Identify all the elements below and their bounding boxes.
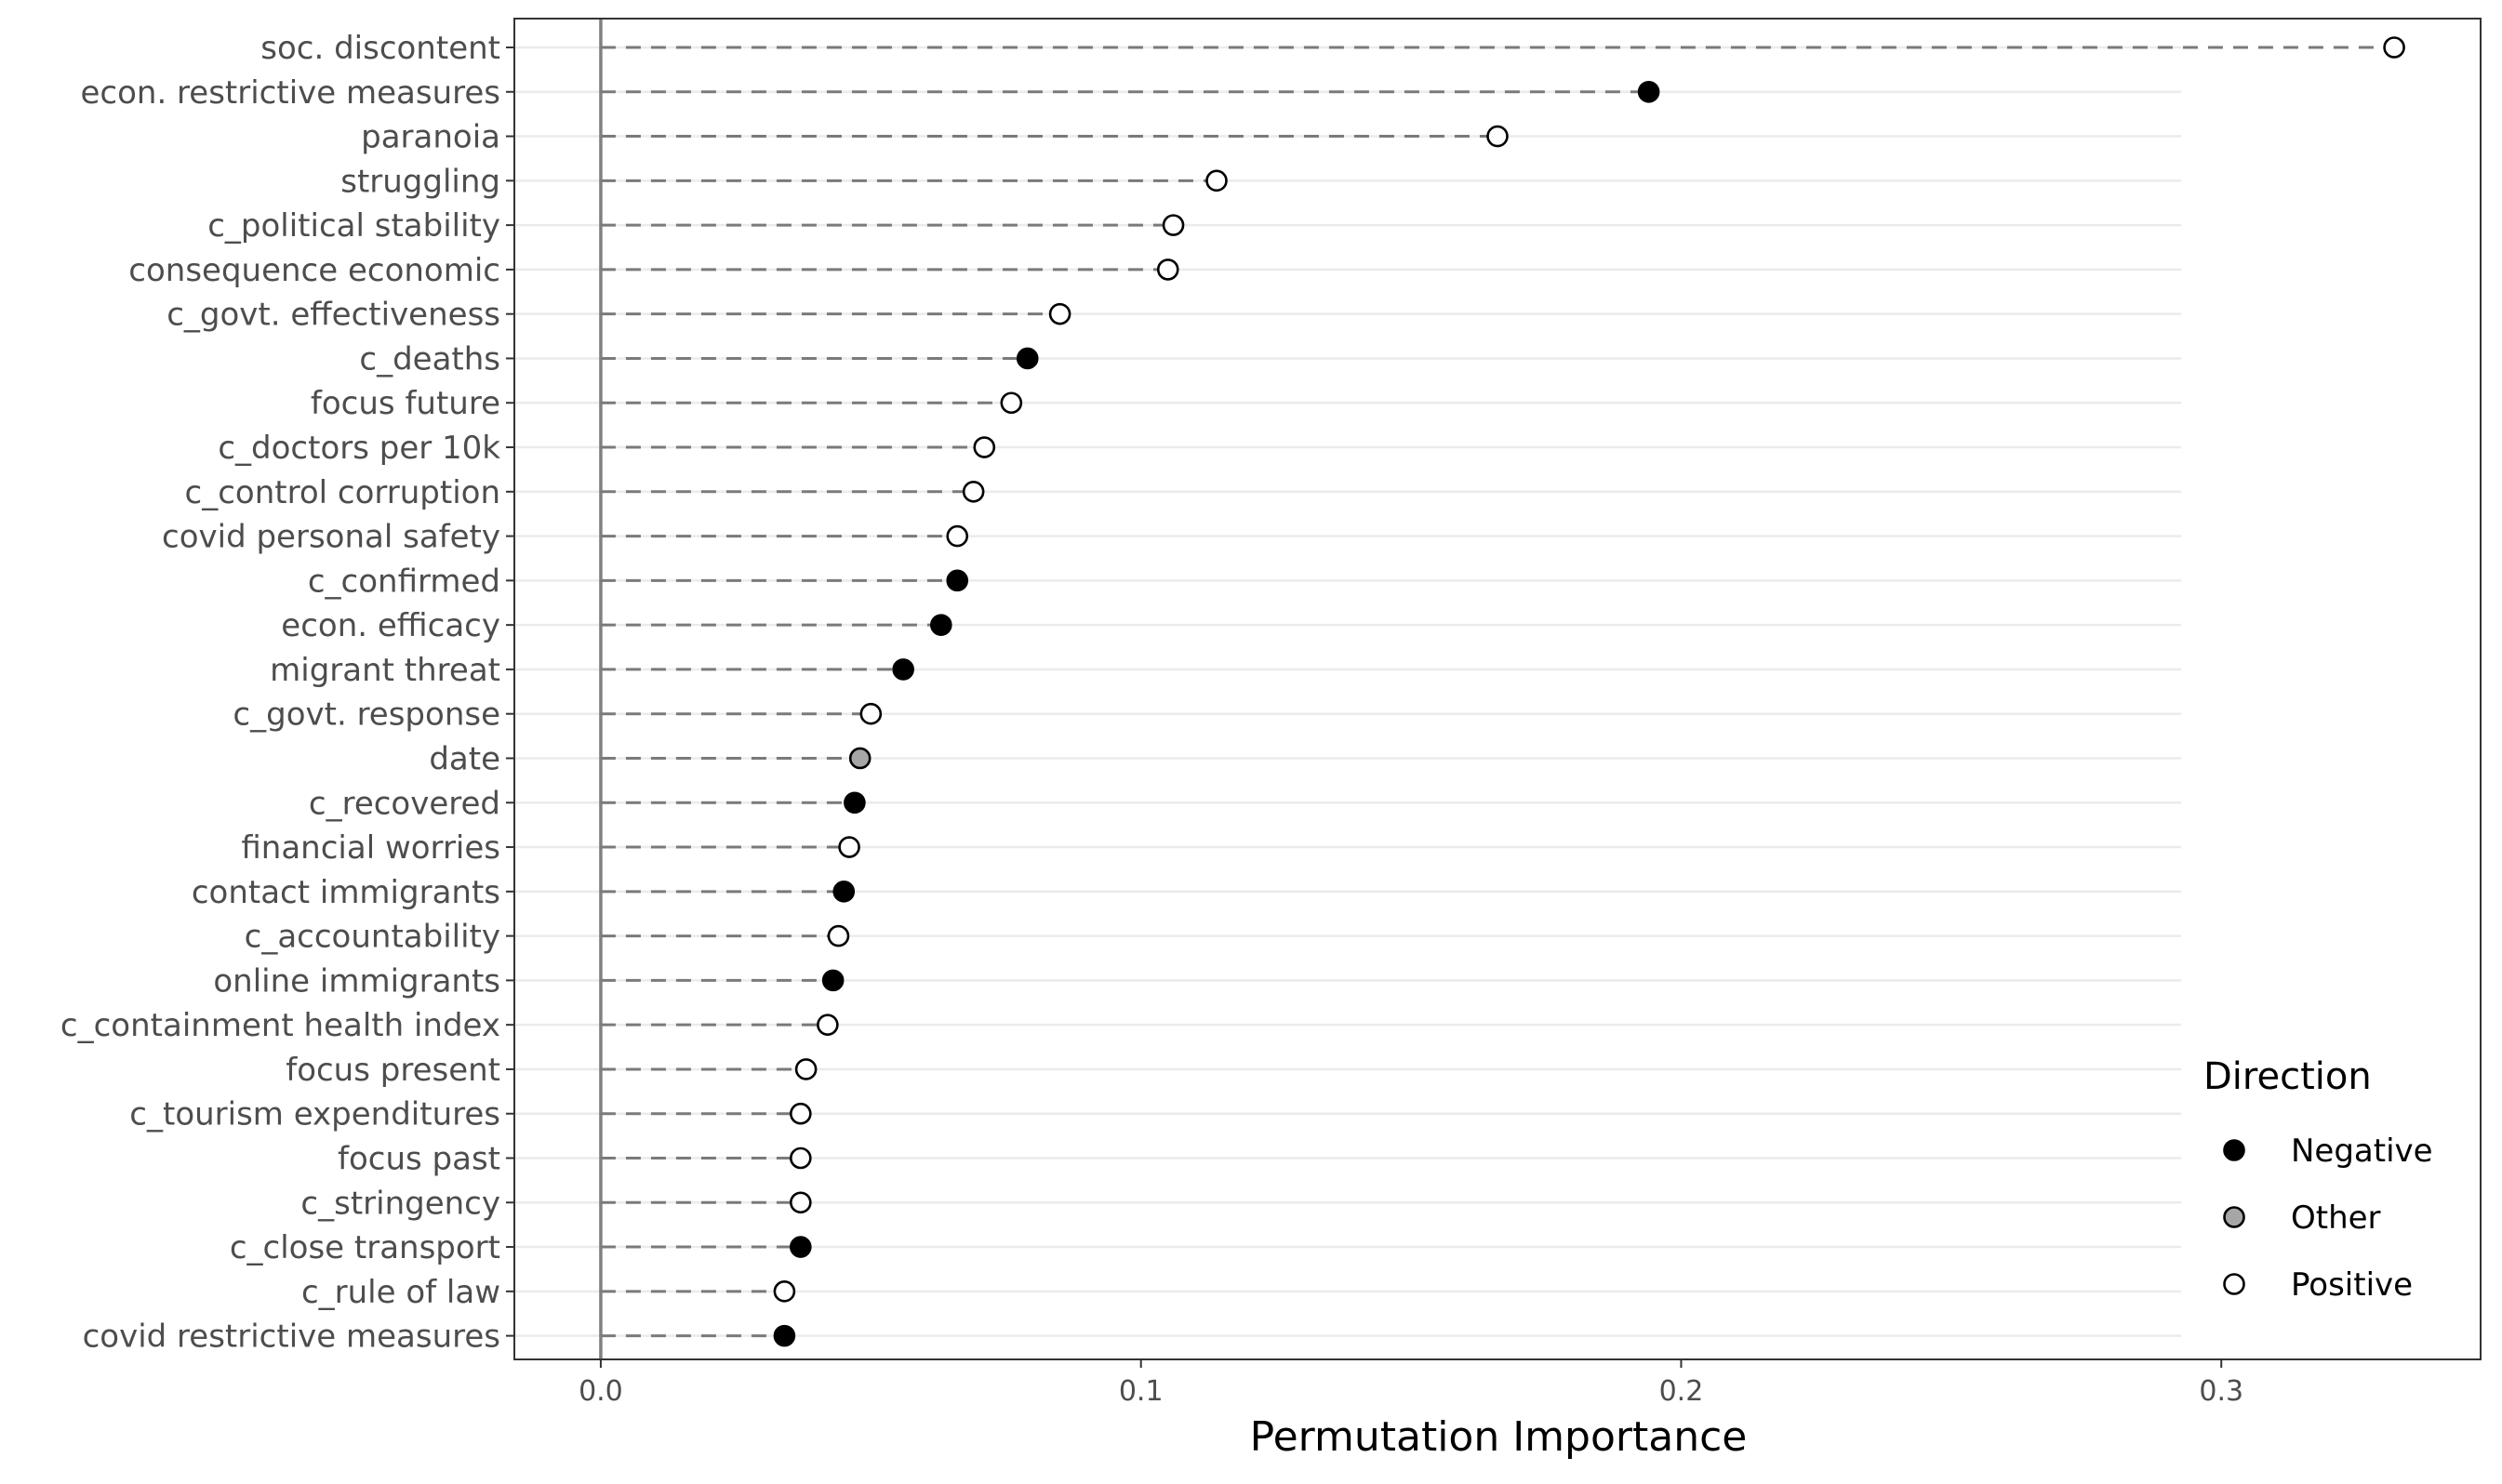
data-point — [817, 1014, 839, 1036]
y-tick-label: c_stringency — [300, 1185, 500, 1222]
grid-lines — [514, 46, 2181, 1337]
y-tick-label: soc. discontent — [260, 30, 500, 67]
data-point — [790, 1191, 812, 1214]
x-axis-ticks: 0.0 0.1 0.2 0.3 — [579, 1359, 2243, 1408]
data-point — [821, 969, 845, 992]
data-point — [832, 881, 856, 903]
legend-key — [2223, 1206, 2245, 1228]
data-point — [1637, 80, 1660, 103]
data-point — [1000, 391, 1023, 415]
data-point — [2383, 36, 2405, 59]
lollipop-stems — [600, 46, 2395, 1338]
x-tick-label: 0.3 — [2199, 1375, 2243, 1408]
data-point — [946, 524, 969, 548]
data-point — [790, 1146, 812, 1170]
legend: Direction Negative Other Positive — [2203, 1055, 2433, 1304]
data-point — [1486, 125, 1509, 148]
y-tick-label: financial worries — [241, 829, 500, 867]
data-point — [1156, 258, 1179, 281]
data-point — [1016, 347, 1039, 370]
data-point — [962, 480, 985, 503]
data-points — [773, 36, 2405, 1347]
y-tick-label: paranoia — [361, 119, 500, 156]
data-point — [844, 791, 866, 815]
y-tick-label: c_rule of law — [301, 1274, 500, 1311]
data-point — [930, 614, 952, 636]
y-tick-label: focus present — [286, 1052, 500, 1089]
y-tick-label: econ. efficacy — [281, 607, 500, 644]
legend-key — [2223, 1139, 2245, 1161]
y-tick-label: date — [429, 740, 500, 777]
data-point — [973, 436, 996, 458]
y-tick-label: contact immigrants — [192, 874, 500, 911]
data-point — [794, 1058, 818, 1080]
panel-border — [513, 18, 2482, 1360]
data-point — [1205, 169, 1228, 192]
legend-title: Direction — [2203, 1055, 2372, 1098]
data-point — [1162, 214, 1185, 236]
data-point — [1048, 302, 1071, 325]
data-point — [859, 702, 883, 725]
y-tick-label: online immigrants — [213, 962, 500, 1000]
legend-label: Other — [2291, 1199, 2381, 1237]
y-tick-label: c_tourism expenditures — [129, 1096, 500, 1133]
y-tick-label: focus past — [338, 1141, 500, 1178]
data-point — [790, 1236, 812, 1258]
y-tick-label: c_confirmed — [308, 563, 500, 600]
x-tick-label: 0.2 — [1659, 1375, 1704, 1408]
y-tick-label: c_containment health index — [60, 1007, 500, 1044]
data-point — [790, 1102, 812, 1125]
y-tick-label: econ. restrictive measures — [80, 74, 500, 112]
data-point — [848, 747, 872, 770]
x-tick-label: 0.1 — [1119, 1375, 1164, 1408]
data-point — [892, 658, 914, 681]
y-tick-label: c_close transport — [230, 1229, 500, 1266]
data-point — [773, 1280, 796, 1303]
x-axis-title: Permutation Importance — [1250, 1413, 1748, 1461]
y-tick-label: c_control corruption — [185, 474, 500, 511]
y-axis-ticks: soc. discontent econ. restrictive measure… — [60, 30, 514, 1356]
y-tick-label: struggling — [340, 163, 500, 200]
legend-label: Negative — [2291, 1133, 2433, 1170]
y-tick-label: c_deaths — [359, 340, 500, 378]
data-point — [946, 569, 969, 592]
y-tick-label: migrant threat — [270, 652, 500, 689]
data-point — [827, 924, 850, 947]
y-tick-label: c_political stability — [207, 207, 500, 245]
data-point — [773, 1324, 796, 1347]
y-tick-label: consequence economic — [128, 252, 500, 289]
y-tick-label: c_recovered — [309, 785, 500, 822]
y-tick-label: c_doctors per 10k — [218, 430, 500, 467]
legend-label: Positive — [2291, 1266, 2413, 1304]
y-tick-label: c_govt. response — [233, 696, 500, 734]
y-tick-label: covid restrictive measures — [83, 1318, 500, 1356]
legend-key — [2223, 1273, 2245, 1295]
y-tick-label: covid personal safety — [162, 519, 500, 556]
data-point — [838, 836, 860, 858]
x-tick-label: 0.0 — [579, 1375, 623, 1408]
y-tick-label: c_govt. effectiveness — [166, 297, 500, 334]
y-tick-label: focus future — [311, 385, 500, 422]
y-tick-label: c_accountability — [245, 919, 500, 956]
